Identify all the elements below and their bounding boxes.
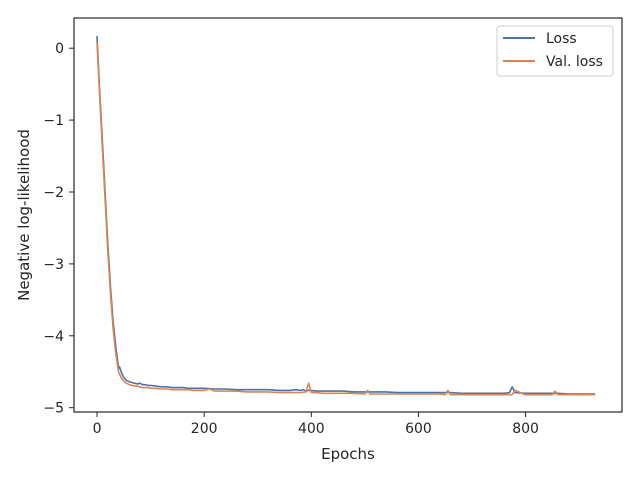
y-tick-label: 0 xyxy=(55,41,64,57)
x-axis-label: Epochs xyxy=(321,445,375,463)
x-tick-label: 400 xyxy=(298,421,325,437)
y-tick-label: −1 xyxy=(43,113,64,129)
x-tick-label: 800 xyxy=(512,421,539,437)
y-axis-label: Negative log-likelihood xyxy=(15,129,33,301)
series-line-val-loss xyxy=(96,42,596,396)
plot-frame xyxy=(73,17,623,413)
y-tick-label: −2 xyxy=(43,185,64,201)
legend-label-val-loss: Val. loss xyxy=(546,54,603,70)
series-line-loss xyxy=(96,35,596,395)
legend: Loss Val. loss xyxy=(496,25,614,77)
x-axis-ticks: 0 200 400 600 800 xyxy=(93,412,539,437)
x-tick-label: 200 xyxy=(191,421,218,437)
y-tick-label: −4 xyxy=(43,329,64,345)
y-axis-ticks: 0 −1 −2 −3 −4 −5 xyxy=(43,41,74,417)
y-tick-label: −3 xyxy=(43,257,64,273)
series-layer xyxy=(96,35,596,396)
y-tick-label: −5 xyxy=(43,401,64,417)
x-tick-label: 0 xyxy=(93,421,102,437)
x-tick-label: 600 xyxy=(405,421,432,437)
legend-label-loss: Loss xyxy=(546,31,577,47)
